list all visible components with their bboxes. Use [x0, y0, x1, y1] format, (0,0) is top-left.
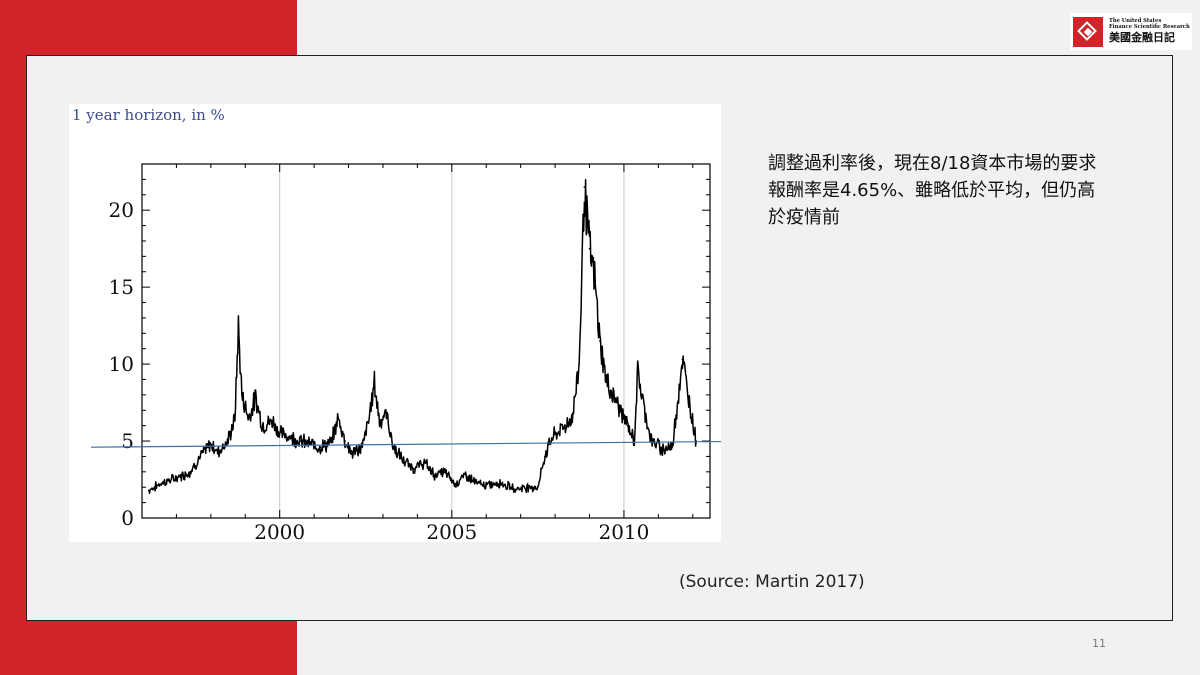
reference-line [90, 440, 721, 448]
y-tick-label-10: 10 [109, 352, 134, 376]
data-point-61 [671, 446, 673, 449]
data-point-37 [475, 481, 477, 484]
data-point-34 [444, 471, 446, 473]
brand-logo: The United States Finance Scientific Res… [1070, 13, 1192, 50]
x-tick-label-2010: 2010 [598, 520, 649, 542]
data-point-8 [234, 417, 236, 419]
data-point-6 [216, 451, 219, 453]
data-point-29 [392, 446, 395, 449]
data-point-33 [433, 474, 436, 476]
data-point-55 [626, 424, 629, 427]
data-point-13 [261, 424, 264, 427]
data-point-40 [512, 487, 515, 490]
page-number: 11 [1092, 637, 1106, 650]
data-point-19 [320, 446, 322, 449]
data-point-11 [247, 417, 250, 419]
data-point-17 [299, 440, 302, 442]
data-point-48 [578, 363, 580, 365]
data-point-54 [616, 401, 618, 404]
x-tick-label-2000: 2000 [254, 520, 305, 542]
data-point-63 [688, 401, 691, 404]
data-point-53 [605, 381, 608, 384]
data-point-28 [385, 412, 388, 415]
series-line [148, 178, 697, 494]
data-point-44 [550, 437, 553, 439]
y-tick-label-5: 5 [121, 429, 134, 453]
logo-english-line-2: Finance Scientific Research [1109, 23, 1190, 30]
data-point-56 [633, 440, 636, 442]
data-point-58 [643, 409, 646, 412]
brand-logo-text: The United States Finance Scientific Res… [1109, 18, 1190, 45]
data-point-60 [661, 447, 663, 450]
data-point-45 [557, 431, 560, 433]
data-point-46 [564, 424, 567, 427]
data-point-22 [344, 440, 346, 442]
data-point-18 [309, 443, 312, 445]
data-point-3 [189, 471, 191, 473]
data-point-1 [161, 481, 164, 484]
line-chart: 2000 2005 2010 0 5 10 15 20 [90, 163, 721, 542]
y-tick-label-15: 15 [109, 275, 134, 299]
data-point-27 [378, 420, 381, 422]
data-point-21 [337, 417, 340, 419]
data-point-57 [636, 370, 639, 373]
data-point-10 [241, 394, 243, 396]
logo-chinese-name: 美國金融日記 [1109, 31, 1175, 45]
data-point-12 [254, 397, 257, 399]
data-point-59 [650, 440, 653, 442]
chart-container: 2000 2005 2010 0 5 10 15 20 [69, 104, 721, 542]
brand-logo-icon [1073, 16, 1103, 47]
data-point-2 [175, 477, 178, 479]
source-citation: (Source: Martin 2017) [679, 572, 865, 592]
y-tick-label-20: 20 [109, 198, 134, 222]
data-point-42 [537, 486, 539, 489]
data-point-15 [278, 432, 281, 435]
data-point-30 [402, 460, 405, 462]
data-point-36 [464, 474, 467, 476]
data-point-49 [583, 186, 586, 188]
data-point-26 [373, 381, 376, 384]
data-point-23 [351, 452, 353, 455]
logo-english-line-1: The United States [1109, 18, 1162, 25]
y-tick-label-0: 0 [121, 506, 134, 530]
data-point-62 [681, 358, 684, 361]
data-point-24 [361, 446, 364, 449]
data-point-51 [593, 278, 596, 281]
x-tick-label-2005: 2005 [426, 520, 477, 542]
data-point-50 [588, 247, 591, 250]
data-point-35 [454, 483, 457, 485]
data-point-4 [199, 455, 202, 458]
data-point-39 [499, 481, 501, 484]
data-point-20 [330, 441, 333, 444]
data-point-14 [272, 420, 274, 422]
data-point-25 [368, 417, 371, 419]
data-point-9 [237, 326, 240, 328]
chart-title: 1 year horizon, in % [72, 106, 225, 124]
data-point-31 [413, 467, 415, 470]
data-point-41 [526, 486, 529, 489]
data-point-16 [289, 435, 291, 438]
data-point-0 [148, 489, 150, 492]
data-point-52 [599, 340, 601, 342]
data-point-7 [227, 440, 229, 442]
data-point-38 [485, 484, 488, 487]
data-point-32 [423, 461, 426, 464]
data-point-43 [543, 455, 546, 458]
data-point-5 [210, 443, 212, 445]
plot-frame [141, 163, 711, 519]
data-point-47 [571, 417, 574, 419]
slide-note-text: 調整過利率後，現在8/18資本市場的要求報酬率是4.65%、雖略低於平均，但仍高… [768, 153, 1097, 228]
